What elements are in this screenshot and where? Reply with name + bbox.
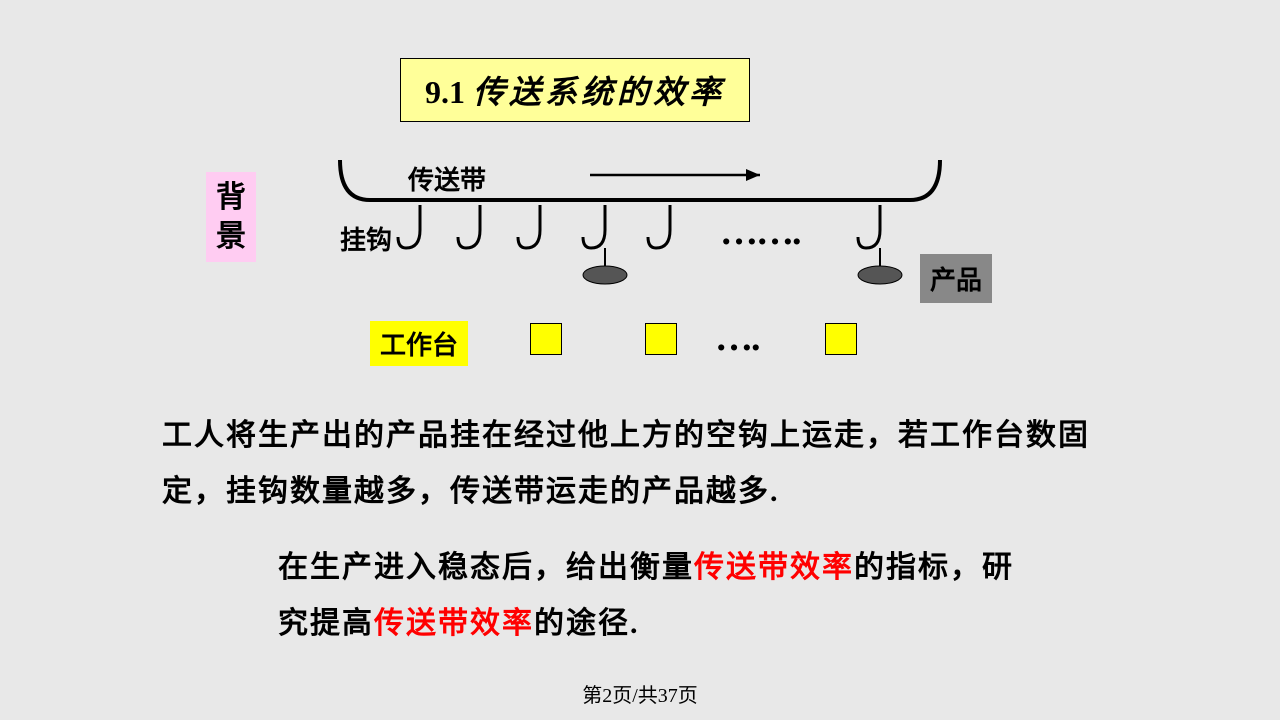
paragraph-2: 在生产进入稳态后，给出衡量传送带效率的指标，研究提高传送带效率的途径. bbox=[278, 540, 1018, 651]
workstation-label: 工作台 bbox=[370, 321, 468, 366]
hook-ellipsis: ……. bbox=[720, 210, 800, 254]
p2-pre1: 在生产进入稳态后，给出衡量 bbox=[278, 551, 694, 584]
product-label-box: 产品 bbox=[920, 254, 992, 303]
paragraph-1: 工人将生产出的产品挂在经过他上方的空钩上运走，若工作台数固定，挂钩数量越多，传送… bbox=[162, 408, 1142, 519]
p2-red1: 传送带效率 bbox=[694, 551, 854, 584]
workstation-ellipsis: …. bbox=[715, 316, 759, 360]
workstation-square bbox=[530, 323, 562, 355]
workstation-square bbox=[645, 323, 677, 355]
workstation-square bbox=[825, 323, 857, 355]
page-number: 第2页/共37页 bbox=[0, 679, 1280, 708]
p2-red2: 传送带效率 bbox=[374, 607, 534, 640]
hook-label: 挂钩 bbox=[340, 220, 392, 257]
conveyor-label: 传送带 bbox=[408, 160, 486, 197]
p2-post1: 的途径. bbox=[534, 607, 640, 640]
